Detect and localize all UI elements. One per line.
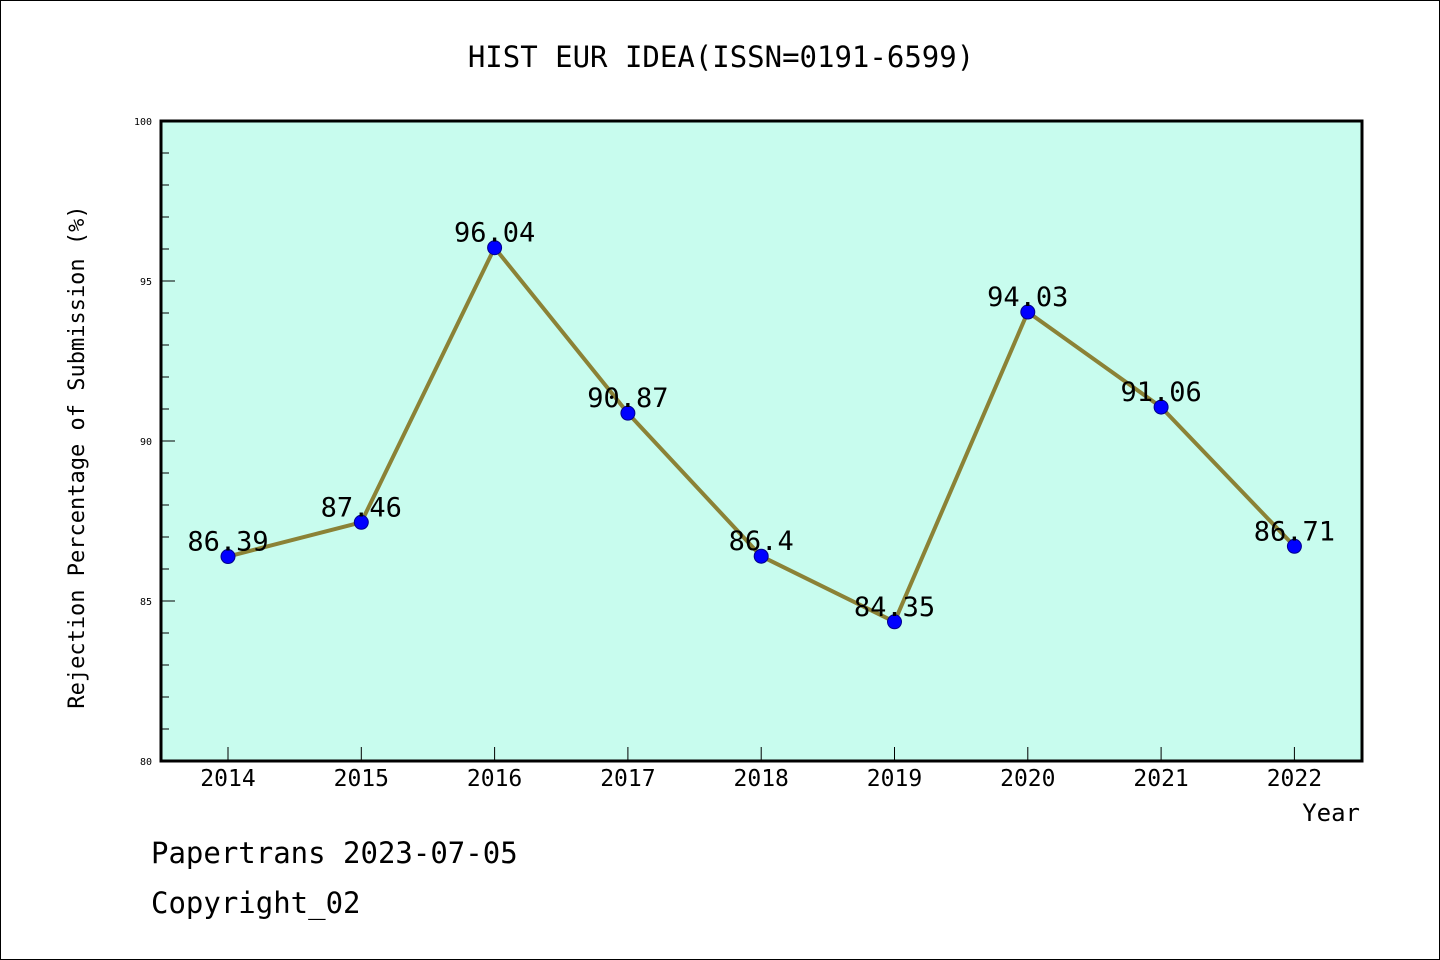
data-labels: 86.39 87.46 96.04 90.87 86.4 84.35 94.03 91.06 8… bbox=[187, 218, 1335, 623]
y-tick-label: 100 bbox=[134, 117, 152, 128]
x-tick-label: 2017 bbox=[600, 766, 655, 792]
data-label: 94.03 bbox=[987, 282, 1068, 313]
footer-source: Papertrans 2023-07-05 bbox=[151, 836, 518, 870]
data-label: 87.46 bbox=[321, 492, 402, 523]
plot-area bbox=[161, 121, 1362, 761]
x-tick-label: 2022 bbox=[1267, 766, 1322, 792]
x-tick-label: 2019 bbox=[867, 766, 922, 792]
data-label: 84.35 bbox=[854, 592, 935, 623]
x-tick-label: 2018 bbox=[734, 766, 789, 792]
x-tick-label: 2016 bbox=[467, 766, 522, 792]
x-axis-ticks: 2014 2015 2016 2017 2018 2019 2020 2021 2022 bbox=[200, 747, 1322, 792]
footer-copyright: Copyright_02 bbox=[151, 886, 361, 920]
y-tick-label: 80 bbox=[140, 757, 152, 768]
data-label: 86.4 bbox=[729, 526, 794, 557]
y-axis-label: Rejection Percentage of Submission (%) bbox=[65, 205, 90, 708]
series-markers bbox=[220, 240, 1302, 630]
x-tick-label: 2014 bbox=[200, 766, 255, 792]
x-tick-label: 2021 bbox=[1133, 766, 1188, 792]
chart-title: HIST EUR IDEA(ISSN=0191-6599) bbox=[468, 40, 974, 74]
data-point bbox=[887, 614, 902, 630]
data-label: 86.39 bbox=[187, 527, 268, 558]
x-tick-label: 2015 bbox=[334, 766, 389, 792]
data-point bbox=[220, 549, 236, 565]
data-point bbox=[487, 240, 503, 256]
data-point bbox=[753, 548, 769, 564]
data-point bbox=[1286, 538, 1302, 554]
data-label: 86.71 bbox=[1254, 516, 1335, 547]
data-point bbox=[620, 405, 636, 421]
data-point bbox=[1153, 399, 1169, 415]
data-label: 91.06 bbox=[1120, 377, 1201, 408]
y-tick-label: 90 bbox=[140, 437, 152, 448]
y-tick-label: 85 bbox=[140, 597, 152, 608]
x-axis-label: Year bbox=[1302, 799, 1360, 827]
plot-border bbox=[159, 119, 1364, 763]
data-point bbox=[1020, 304, 1036, 320]
data-label: 96.04 bbox=[454, 218, 535, 249]
x-tick-label: 2020 bbox=[1000, 766, 1055, 792]
y-tick-label: 95 bbox=[140, 277, 152, 288]
data-point bbox=[353, 514, 369, 530]
data-label: 90.87 bbox=[587, 383, 668, 414]
